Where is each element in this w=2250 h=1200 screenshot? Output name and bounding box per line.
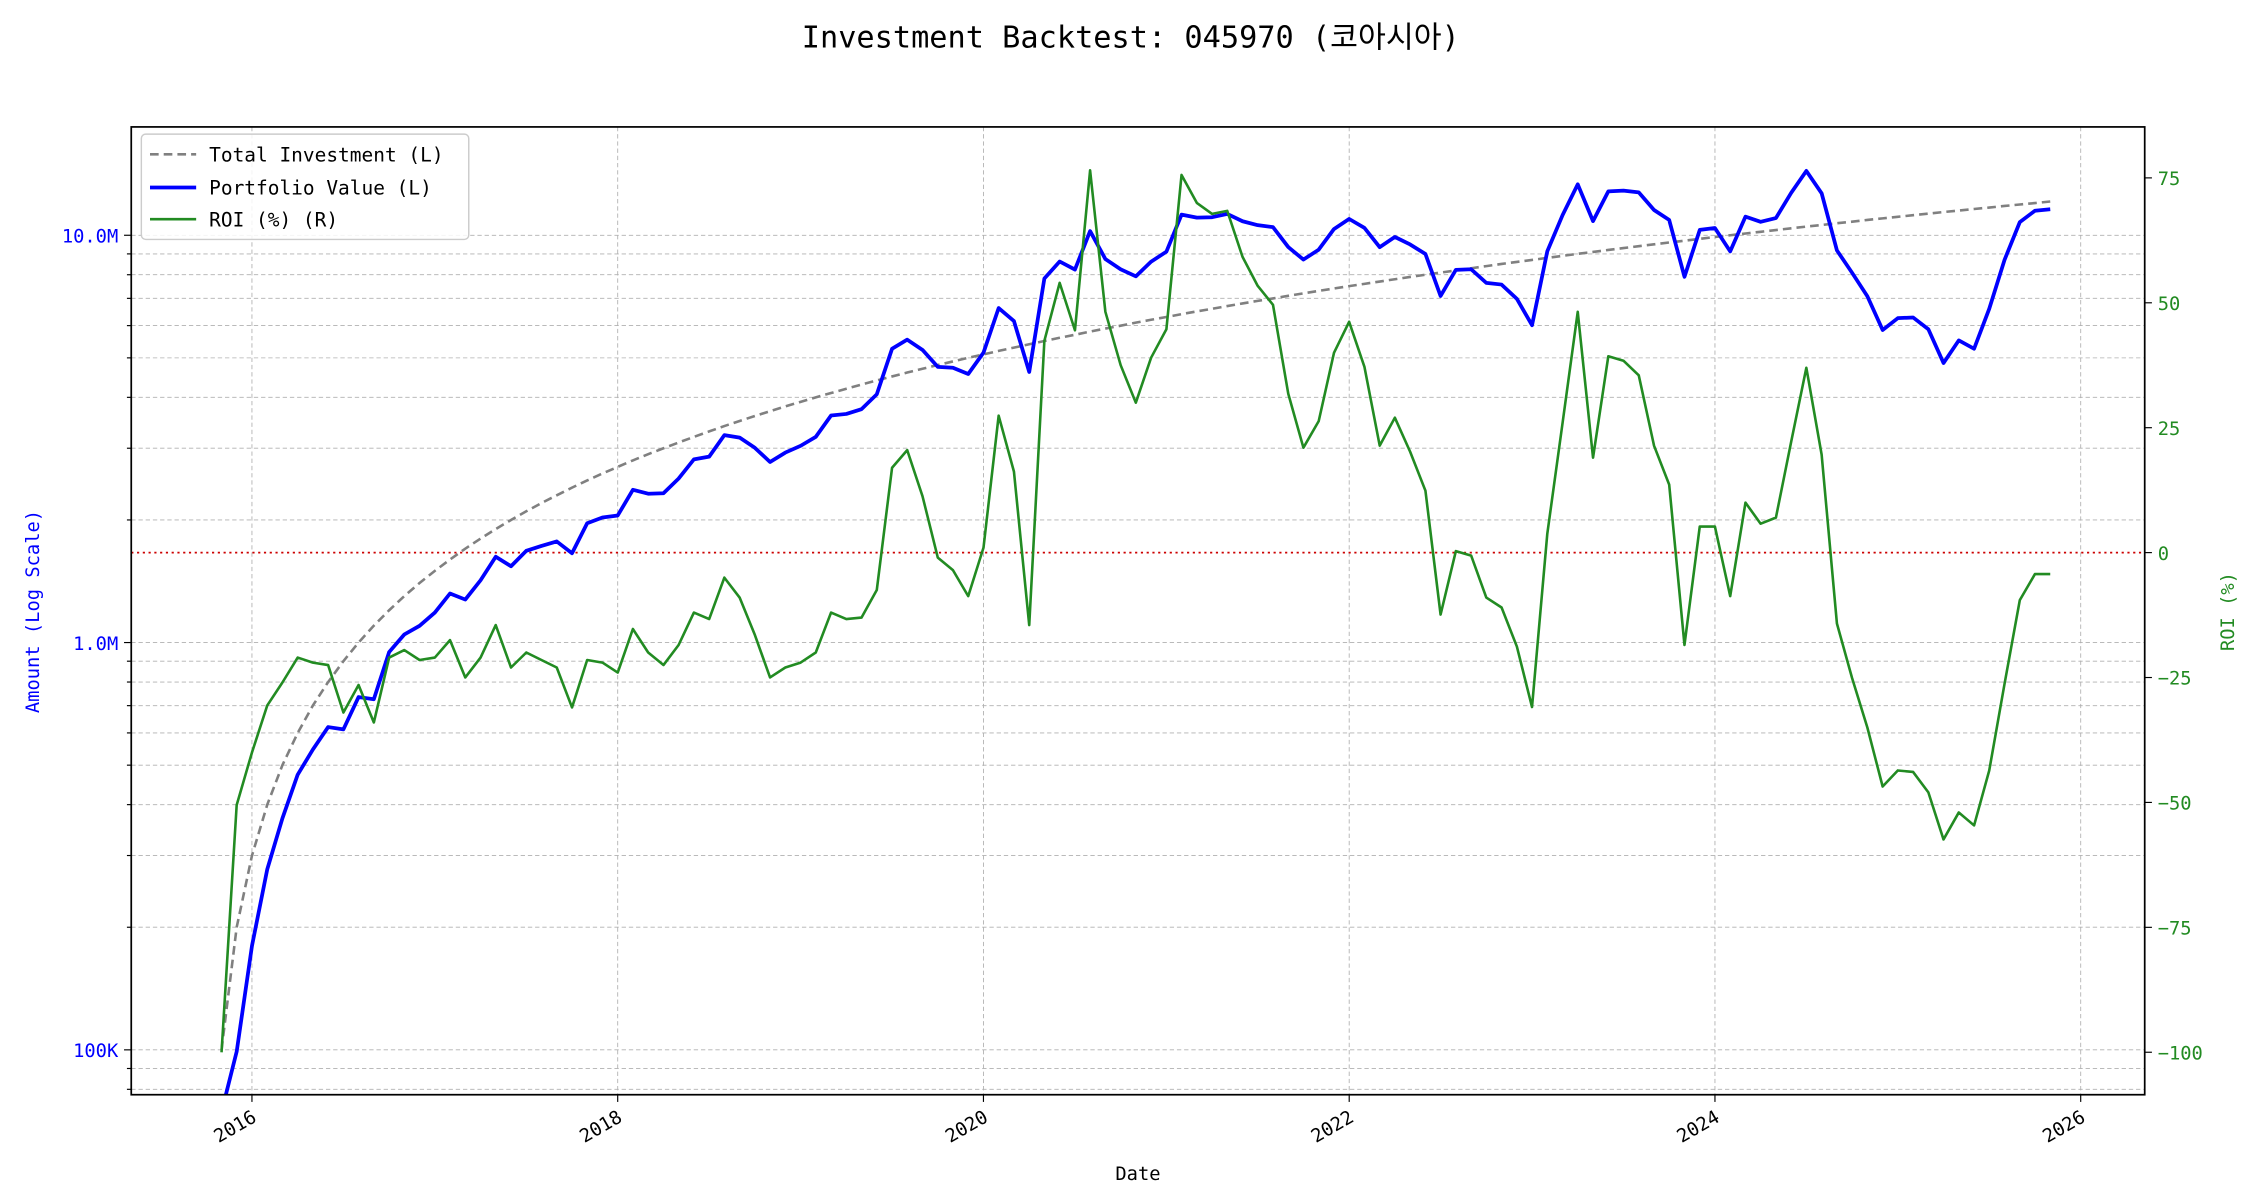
- right-tick-label: −25: [2158, 669, 2192, 690]
- x-tick-label: 2026: [2039, 1107, 2089, 1148]
- x-tick-label: 2022: [1308, 1107, 1358, 1148]
- right-tick-label: 50: [2158, 294, 2181, 315]
- legend-label-portfolio: Portfolio Value (L): [209, 177, 432, 200]
- right-tick-label: 75: [2158, 169, 2181, 190]
- chart-title: Investment Backtest: 045970 (코아시아): [802, 21, 1460, 56]
- legend: Total Investment (L) Portfolio Value (L)…: [140, 133, 470, 241]
- x-axis-label: Date: [1115, 1164, 1160, 1185]
- right-tick-label: 0: [2158, 544, 2169, 565]
- x-tick-label: 2018: [576, 1107, 626, 1148]
- right-axis-label: ROI (%): [2218, 572, 2239, 651]
- axis-ticks: 100K 1.0M 10.0M 75 50 25 0 −25 −50 −75 −100 2016 201…: [62, 169, 2203, 1147]
- total-investment-line: [220, 200, 2051, 1051]
- plot-frame: [130, 126, 2146, 1096]
- x-tick-label: 2016: [211, 1107, 261, 1148]
- roi-line: [220, 169, 2051, 1053]
- left-tick-label: 100K: [73, 1041, 119, 1062]
- left-tick-label: 1.0M: [73, 634, 118, 655]
- legend-label-roi: ROI (%) (R): [209, 208, 338, 231]
- right-tick-label: −100: [2158, 1043, 2203, 1064]
- left-axis-label: Amount (Log Scale): [23, 510, 44, 713]
- right-tick-label: −50: [2158, 794, 2192, 815]
- x-tick-label: 2020: [942, 1107, 992, 1148]
- legend-label-investment: Total Investment (L): [209, 144, 443, 167]
- left-tick-label: 10.0M: [62, 226, 118, 247]
- portfolio-value-line: [223, 169, 2051, 1095]
- right-tick-label: −75: [2158, 919, 2192, 940]
- right-tick-label: 25: [2158, 419, 2181, 440]
- x-tick-label: 2024: [1674, 1107, 1724, 1148]
